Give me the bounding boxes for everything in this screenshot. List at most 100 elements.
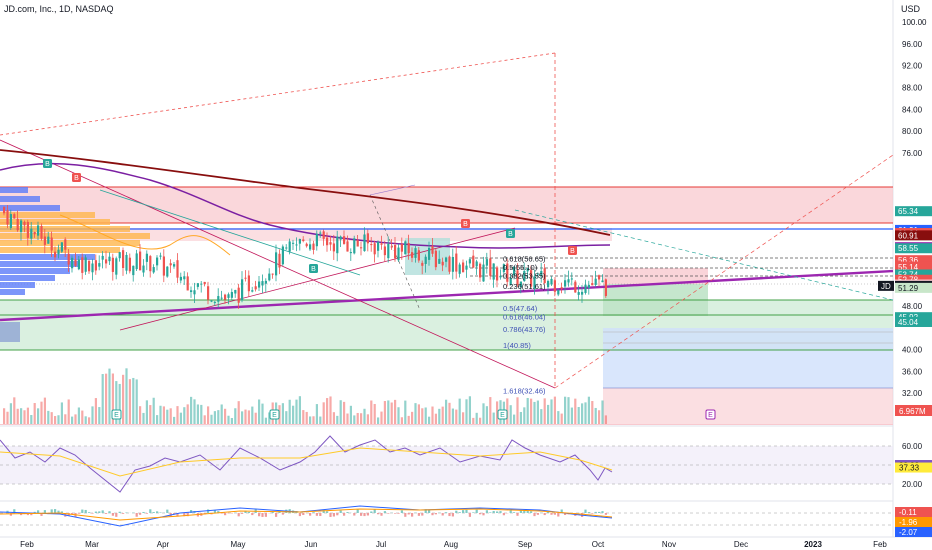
macd-bar bbox=[329, 513, 332, 517]
candle-body bbox=[305, 243, 308, 247]
symbol-title[interactable]: JD.com, Inc., 1D, NASDAQ bbox=[4, 4, 114, 14]
candle-body bbox=[217, 296, 220, 302]
candle-body bbox=[547, 280, 550, 288]
candle-body bbox=[26, 221, 29, 238]
volume-bar bbox=[169, 408, 172, 424]
volume-bar bbox=[482, 403, 485, 424]
purple-trendline[interactable] bbox=[0, 269, 894, 322]
candle-body bbox=[557, 290, 560, 295]
volume-bar bbox=[570, 407, 573, 424]
macd-bar bbox=[557, 513, 560, 517]
macd-bar bbox=[587, 512, 590, 513]
volume-bar bbox=[258, 399, 261, 424]
candle-body bbox=[550, 278, 553, 285]
candle-body bbox=[108, 256, 111, 262]
volume-bar bbox=[47, 410, 50, 424]
volume-bar bbox=[370, 400, 373, 424]
volume-bars bbox=[3, 368, 607, 424]
buy-markers[interactable]: B B B B B B bbox=[43, 159, 577, 273]
volume-bar bbox=[6, 411, 9, 424]
candle-body bbox=[224, 294, 227, 300]
macd-bar bbox=[455, 510, 458, 513]
candle-body bbox=[20, 220, 23, 233]
macd-bar bbox=[101, 510, 104, 513]
time-tick-label: Nov bbox=[662, 540, 676, 549]
macd-bar bbox=[526, 510, 529, 513]
candle-body bbox=[584, 284, 587, 293]
candle-body bbox=[329, 242, 332, 245]
price-label-badge bbox=[895, 269, 932, 280]
rsi-line[interactable] bbox=[0, 435, 613, 493]
svg-text:6.967M: 6.967M bbox=[899, 407, 926, 416]
time-tick-label: May bbox=[230, 540, 245, 549]
candle-body bbox=[434, 250, 437, 268]
candle-body bbox=[210, 300, 213, 302]
price-label-badge bbox=[895, 316, 932, 327]
price-tick-label: 88.00 bbox=[902, 84, 923, 93]
macd-bar bbox=[13, 509, 16, 513]
candle-body bbox=[40, 225, 43, 239]
candle-body bbox=[173, 264, 176, 267]
volume-bar bbox=[363, 408, 366, 424]
macd-bar bbox=[604, 513, 607, 515]
volume-bar bbox=[251, 406, 254, 424]
time-axis[interactable]: Feb Mar Apr May Jun Jul Aug Sep Oct Nov Dec 2023 Feb bbox=[20, 540, 887, 549]
volume-bar bbox=[152, 397, 155, 424]
macd-value-text: -0.11 bbox=[899, 508, 917, 517]
macd-bar bbox=[108, 511, 111, 513]
volume-bar bbox=[346, 413, 349, 424]
candle-body bbox=[128, 257, 131, 272]
volume-bar bbox=[553, 396, 556, 424]
macd-bar bbox=[261, 513, 264, 517]
macd-bar bbox=[57, 510, 60, 513]
svg-text:B: B bbox=[45, 161, 50, 168]
candle-body bbox=[16, 218, 19, 231]
candle-body bbox=[424, 256, 427, 264]
volume-bar bbox=[533, 401, 536, 424]
volume-bar bbox=[397, 407, 400, 424]
macd-bar bbox=[394, 513, 397, 514]
svg-text:E: E bbox=[272, 412, 277, 419]
candle-body bbox=[298, 238, 301, 244]
fib-label: 0.5(55.10) bbox=[503, 263, 538, 272]
candle-body bbox=[135, 253, 138, 270]
candle-body bbox=[577, 292, 580, 295]
price-tick-label: 96.00 bbox=[902, 40, 923, 49]
ma-purple[interactable] bbox=[0, 162, 611, 249]
candle-body bbox=[346, 241, 349, 252]
candle-body bbox=[295, 244, 298, 246]
macd-bar bbox=[94, 511, 97, 513]
candle-body bbox=[159, 255, 162, 257]
candlesticks[interactable] bbox=[3, 205, 607, 309]
macd-bar bbox=[397, 513, 400, 514]
projection-zone bbox=[603, 328, 893, 388]
volume-bar bbox=[247, 410, 250, 424]
macd-pane[interactable] bbox=[0, 503, 893, 537]
volume-bar bbox=[343, 401, 346, 424]
ma-dark-red[interactable] bbox=[0, 149, 611, 236]
macd-line[interactable] bbox=[0, 505, 613, 527]
volume-bar bbox=[30, 415, 33, 424]
volume-bar bbox=[394, 399, 397, 424]
macd-bar bbox=[43, 510, 46, 513]
volume-bar bbox=[557, 411, 560, 424]
macd-bar bbox=[40, 513, 43, 516]
volume-bar bbox=[179, 412, 182, 424]
earnings-markers[interactable]: E E E E bbox=[111, 409, 716, 420]
macd-bar bbox=[275, 513, 278, 517]
macd-axis[interactable]: -0.11-1.96-2.07 bbox=[895, 507, 932, 537]
candle-body bbox=[152, 267, 155, 273]
volume-bar bbox=[509, 405, 512, 424]
macd-bar bbox=[332, 513, 335, 517]
candle-body bbox=[404, 241, 407, 255]
macd-value-badge bbox=[895, 527, 932, 537]
candle-body bbox=[407, 243, 410, 254]
volume-bar bbox=[135, 379, 138, 424]
volume-bar bbox=[339, 400, 342, 424]
volume-bar bbox=[584, 402, 587, 424]
candle-body bbox=[349, 252, 352, 254]
price-axis[interactable]: 100.00 96.00 92.00 88.00 84.00 80.00 76.00 48.0… bbox=[902, 18, 927, 398]
volume-bar bbox=[383, 401, 386, 424]
